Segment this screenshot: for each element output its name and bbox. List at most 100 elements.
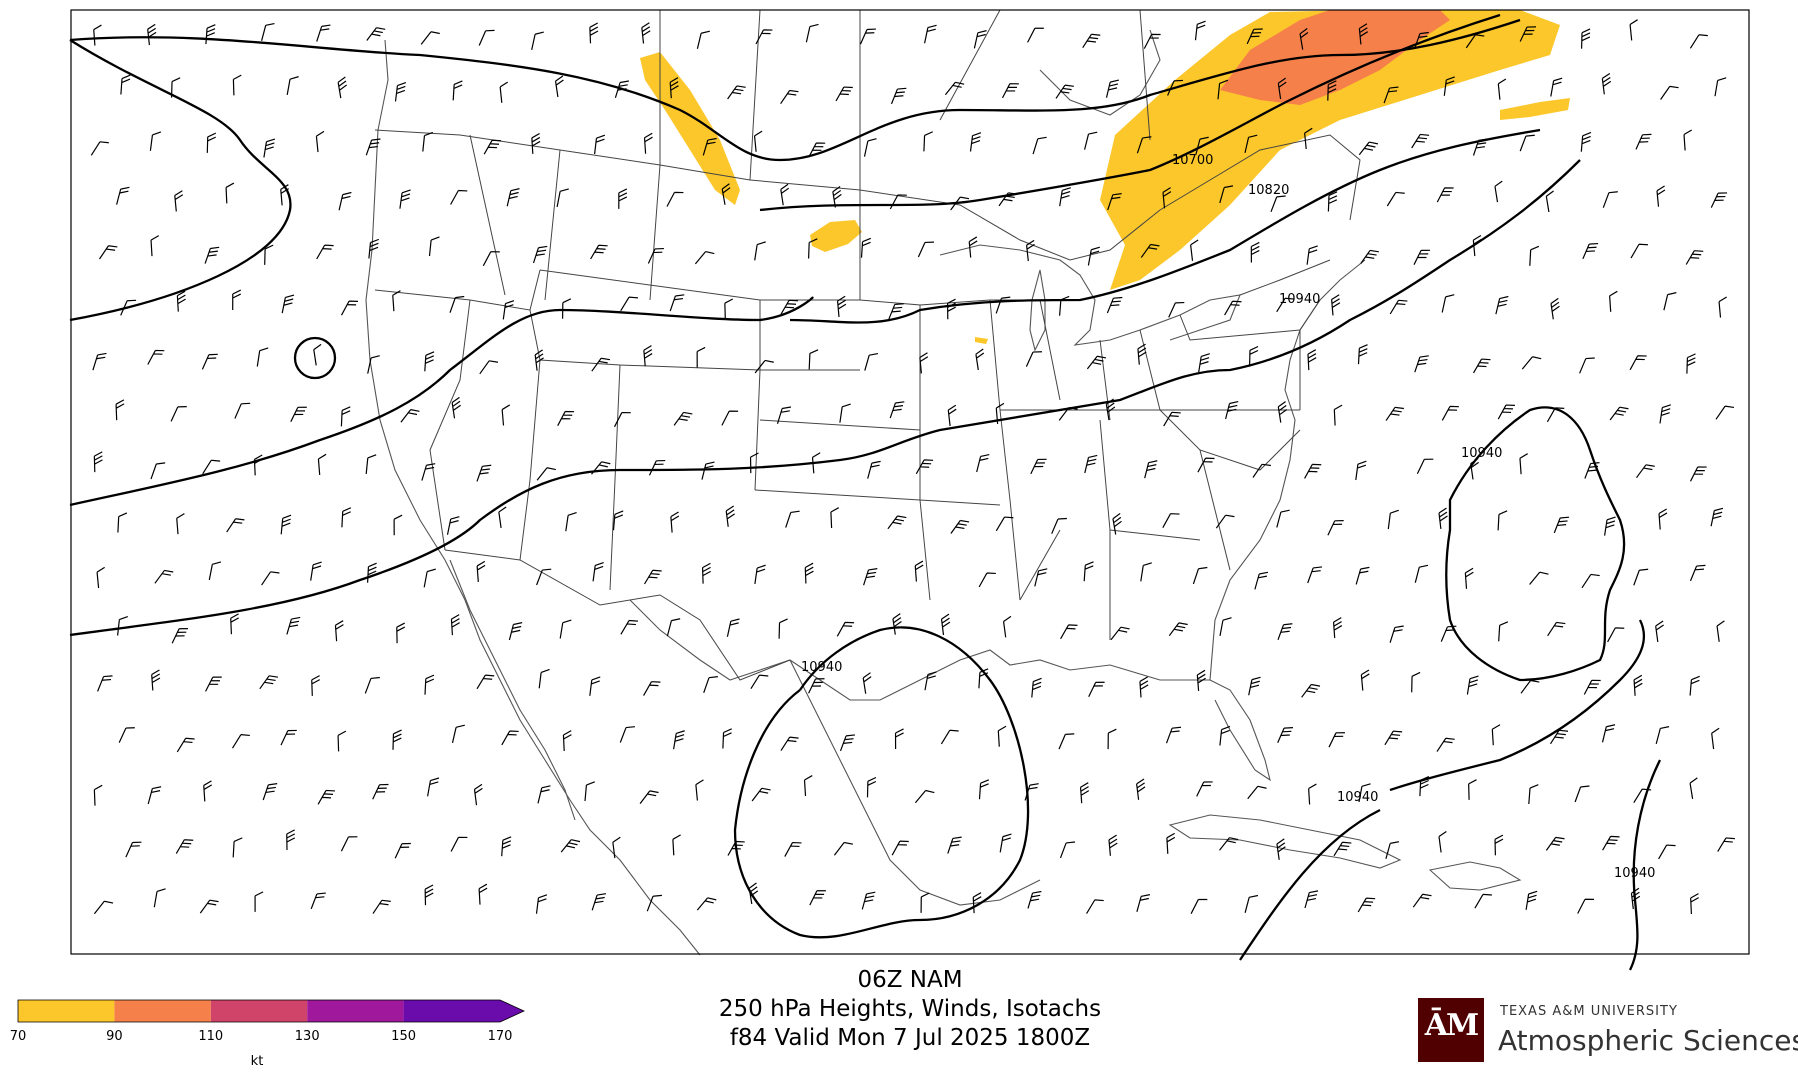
wind-barb: [950, 519, 970, 534]
wind-barb: [1474, 893, 1492, 909]
wind-barb: [501, 836, 512, 857]
wind-barb: [368, 238, 380, 259]
wind-barb: [171, 77, 181, 98]
isotach-colorbar: 70 90 110 130 150 170 kt: [10, 999, 525, 1069]
wind-barb: [594, 134, 606, 155]
wind-barb: [780, 736, 799, 751]
contour-atlantic-low: [1445, 406, 1626, 682]
wind-barb: [748, 882, 759, 905]
wind-barb: [499, 81, 509, 103]
wind-barb: [643, 132, 653, 154]
wind-barb: [1112, 512, 1122, 535]
wind-barb: [1140, 562, 1152, 582]
wind-barb: [946, 298, 956, 320]
wind-barb: [1002, 615, 1012, 638]
wind-barb: [805, 23, 819, 43]
wind-barb: [647, 247, 664, 264]
wind-barb: [508, 622, 523, 641]
wind-barb: [978, 572, 996, 588]
wind-barb: [556, 188, 569, 208]
wind-barb: [1031, 677, 1042, 698]
wind-barb: [1107, 193, 1122, 211]
wind-barb: [643, 569, 662, 585]
wind-barb: [976, 453, 990, 473]
wind-barb: [422, 131, 434, 152]
wind-barb: [995, 516, 1014, 532]
wind-barb: [1083, 561, 1094, 582]
political-borders: [374, 9, 1361, 681]
wind-barb: [750, 674, 769, 690]
wind-barb: [1355, 566, 1370, 585]
wind-barb: [1030, 458, 1047, 475]
wind-barb: [364, 676, 380, 694]
colorbar-unit: kt: [251, 1054, 264, 1069]
wind-barb: [1472, 234, 1482, 257]
us-mexico-border: [444, 549, 791, 681]
wind-barb: [589, 22, 599, 44]
wind-barb: [1108, 834, 1118, 856]
wind-barb: [1162, 513, 1180, 528]
wind-barb: [1219, 725, 1231, 746]
wind-barb: [620, 296, 638, 312]
great-lakes: [939, 244, 1241, 346]
model-title: 06Z NAM: [857, 967, 963, 993]
wind-barb: [316, 24, 331, 42]
wind-barb: [1438, 507, 1448, 529]
wind-barb: [1219, 617, 1232, 637]
wind-barb: [1168, 301, 1185, 318]
wind-barb: [446, 516, 460, 535]
wind-barb: [1441, 405, 1459, 421]
wind-barb: [1058, 407, 1078, 421]
wind-barb: [1137, 343, 1147, 365]
wind-barb: [727, 85, 746, 100]
wind-barb: [839, 734, 856, 752]
colorbar-tick-label: 90: [106, 1029, 123, 1044]
wind-barb: [666, 618, 681, 637]
isotach-70kt-maritimes: [1500, 98, 1570, 120]
wind-barb: [399, 189, 411, 209]
wind-barb: [780, 89, 799, 105]
wind-barb: [451, 396, 461, 419]
wind-barb: [1250, 241, 1260, 263]
wind-barb: [424, 884, 434, 906]
contour-mid-3: [69, 296, 814, 507]
wind-barb: [557, 410, 575, 426]
wind-barb: [334, 620, 344, 642]
wind-barb: [254, 891, 264, 912]
wind-barb: [785, 510, 800, 528]
wind-barb: [1304, 890, 1319, 909]
contour-label: 10820: [1248, 183, 1289, 198]
wind-barb: [995, 296, 1011, 314]
wind-barb: [808, 142, 826, 158]
contour-mid-2: [789, 128, 1541, 324]
wind-barb: [1520, 679, 1540, 694]
wind-barb: [1655, 726, 1670, 745]
wind-barb: [1545, 190, 1554, 213]
wind-barb: [1609, 406, 1629, 421]
wind-barb: [372, 783, 389, 800]
wind-barb: [754, 241, 766, 261]
wind-barb: [1032, 136, 1047, 155]
wind-barb: [1547, 621, 1566, 637]
wind-barb: [1304, 127, 1313, 150]
wind-barb: [1464, 567, 1474, 589]
wind-barb: [1165, 726, 1182, 744]
wind-barb: [673, 411, 693, 426]
wind-barb: [1470, 457, 1479, 480]
wind-barb: [232, 74, 242, 96]
colorbar-outline: [17, 999, 525, 1023]
wind-barb: [1659, 404, 1671, 424]
cuba: [1168, 814, 1402, 869]
wind-barb: [147, 23, 157, 46]
contour-south-1: [69, 159, 1581, 637]
wind-barb: [1495, 295, 1509, 315]
wind-barb: [613, 411, 631, 428]
wind-barb: [554, 75, 564, 98]
wind-barb: [176, 513, 185, 535]
wind-barb: [340, 406, 351, 427]
wind-barb: [1357, 344, 1368, 365]
wind-barb: [367, 355, 380, 374]
wind-barb: [978, 668, 989, 689]
isotach-70kt-northwest: [640, 52, 740, 205]
wind-barb: [501, 730, 519, 746]
